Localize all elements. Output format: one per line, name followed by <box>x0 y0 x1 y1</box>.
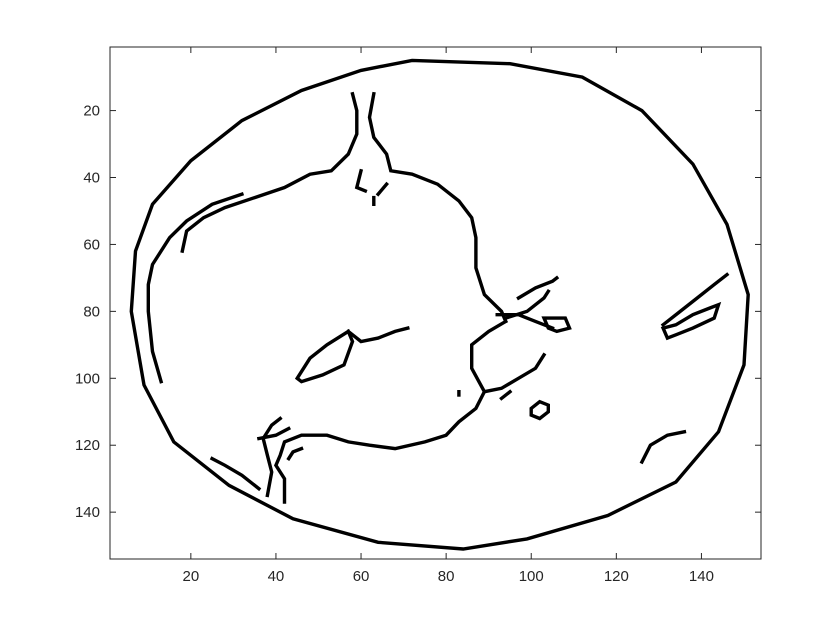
edge-path-stem-right-tail <box>375 181 389 197</box>
edge-path-main-body <box>180 91 359 254</box>
y-tick-label: 80 <box>83 303 100 320</box>
x-tick-label: 40 <box>268 568 285 585</box>
edge-path-stem-right <box>367 91 508 324</box>
edge-path-left-eye <box>294 328 355 384</box>
edge-path-lower-curve <box>482 352 547 394</box>
y-tick-label: 140 <box>75 504 100 521</box>
x-tick-label: 120 <box>604 568 629 585</box>
x-tick-label: 80 <box>438 568 455 585</box>
y-tick-label: 20 <box>83 103 100 120</box>
edge-path-inner-left-arc <box>146 192 245 384</box>
x-tick-label: 20 <box>182 568 199 585</box>
edge-path-jaw-stroke <box>261 416 283 498</box>
edge-path-nose-bridge <box>495 313 555 331</box>
y-tick-label: 100 <box>75 370 100 387</box>
edge-path-mouth-inner <box>286 446 304 461</box>
edge-path-stem-fragment <box>354 168 368 194</box>
x-axis-ticks: 20 40 60 80 100 120 140 <box>182 47 714 585</box>
x-tick-label: 60 <box>353 568 370 585</box>
edge-path-eye-stroke <box>345 326 410 344</box>
y-tick-label: 60 <box>83 236 100 253</box>
edge-path-right-bottom-arc <box>639 429 687 465</box>
edge-path-nose-upper <box>516 275 560 301</box>
edge-path-chin-stroke <box>256 426 291 441</box>
axes-box <box>109 46 762 560</box>
y-axis-ticks: 20 40 60 80 100 120 140 <box>75 103 761 521</box>
edge-path-small-oval <box>529 399 550 421</box>
edge-image <box>129 58 750 551</box>
edge-path-right-feature-loop <box>660 301 722 341</box>
edge-path-left-bottom-stroke <box>209 456 262 492</box>
edge-path-lower-curve-tail <box>499 389 513 401</box>
y-tick-label: 120 <box>75 437 100 454</box>
edge-path-outer-ellipse <box>129 58 750 551</box>
x-tick-label: 140 <box>689 568 714 585</box>
edge-path-nostril <box>541 316 572 334</box>
edge-path-right-feature <box>660 272 730 328</box>
y-tick-label: 40 <box>83 170 100 187</box>
edge-path-center-body-lower <box>273 319 509 504</box>
x-tick-label: 100 <box>519 568 544 585</box>
